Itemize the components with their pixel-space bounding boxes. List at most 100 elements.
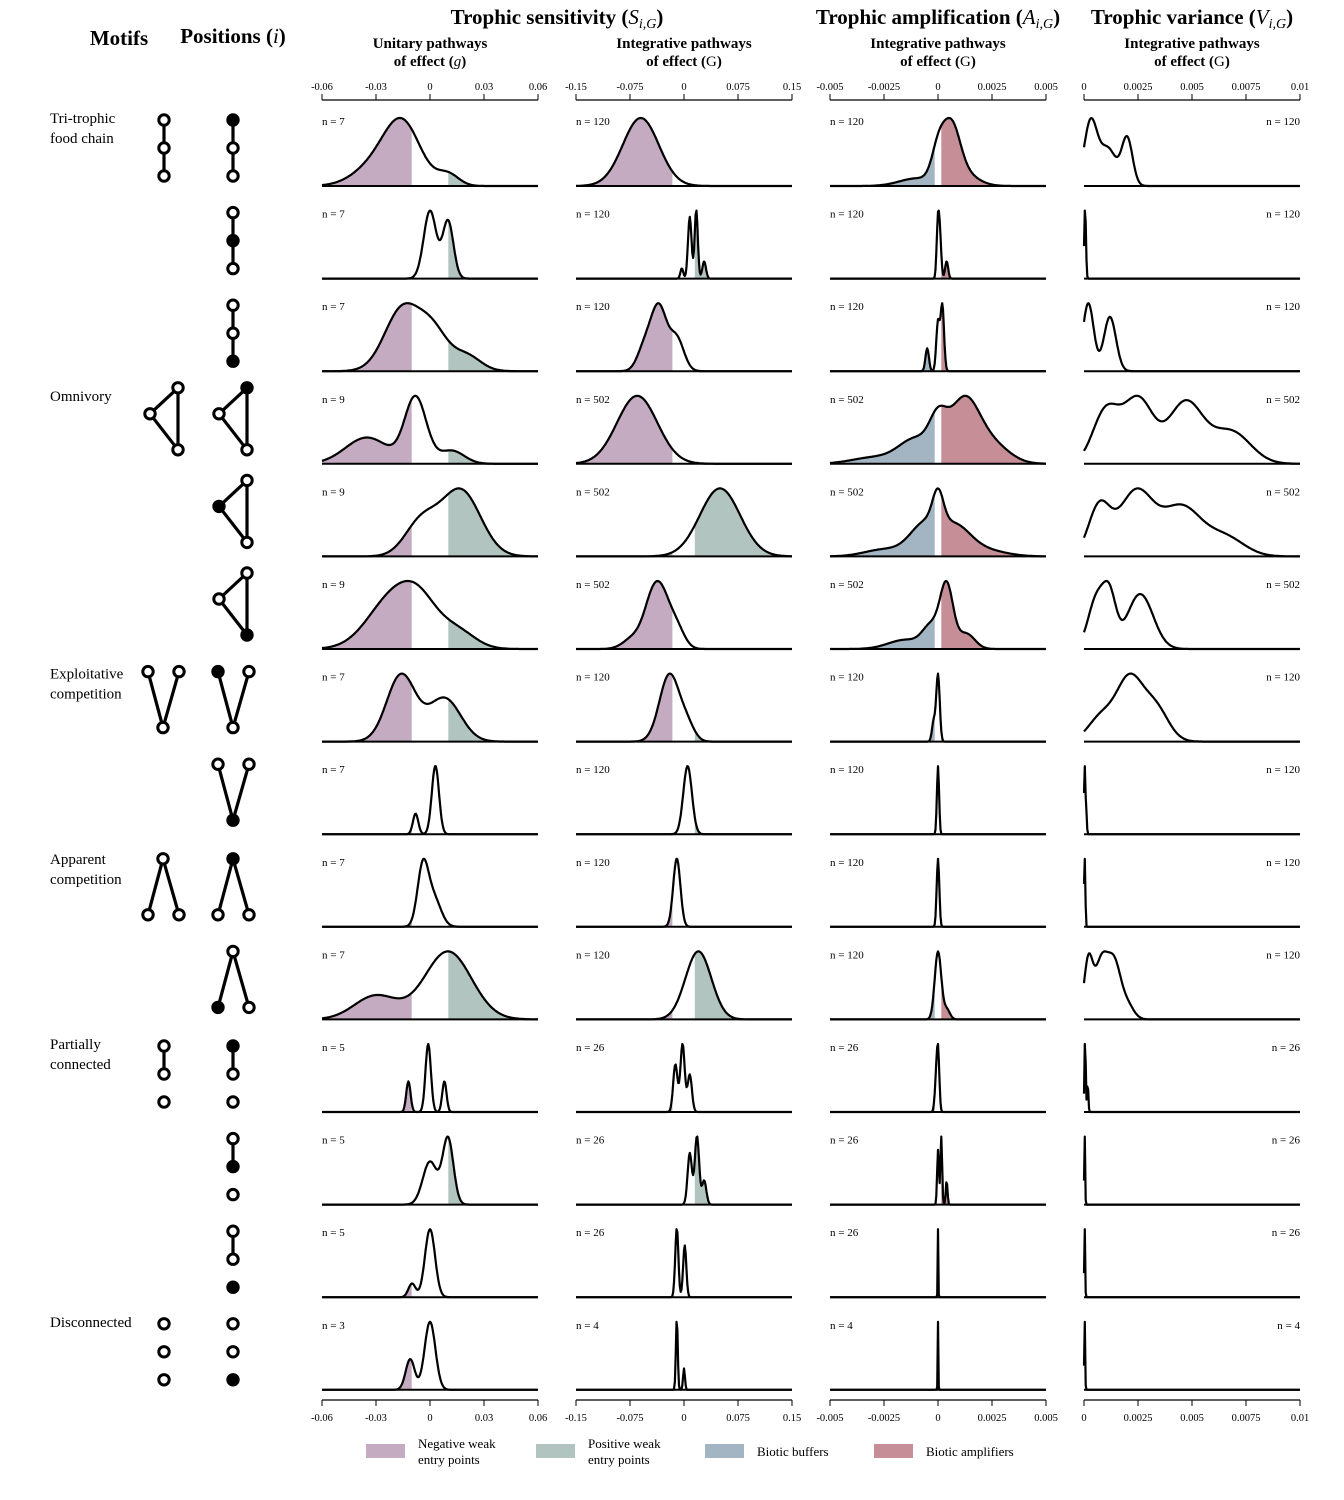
n-label: n = 502	[1266, 579, 1300, 591]
density-panel: n = 5	[321, 1227, 539, 1299]
density-panel: n = 5	[321, 1042, 539, 1114]
shaded-region	[694, 951, 792, 1020]
density-curve	[829, 1042, 1047, 1114]
density-curve	[829, 1320, 1047, 1391]
n-label: n = 120	[1266, 949, 1300, 961]
density-curve	[1082, 1320, 1301, 1391]
density-panel: n = 120	[829, 301, 1047, 373]
density-panel: n = 9	[321, 394, 539, 465]
density-panel: n = 120	[575, 116, 793, 188]
n-label: n = 120	[576, 764, 610, 776]
n-label: n = 502	[830, 486, 864, 498]
n-label: n = 120	[830, 116, 864, 128]
node-icon	[211, 908, 225, 922]
link-icon	[216, 763, 235, 821]
density-panel: n = 7	[321, 764, 539, 836]
shaded-region	[576, 581, 673, 649]
density-curve	[321, 857, 539, 928]
shaded-region	[694, 730, 792, 742]
density-curve	[321, 209, 539, 280]
shaded-region	[941, 976, 1046, 1020]
tick-label: 0.005	[1180, 82, 1204, 93]
n-label: n = 502	[830, 579, 864, 591]
shaded-region	[941, 1136, 1046, 1205]
node-icon	[226, 1252, 240, 1266]
tick-label: 0.0025	[1124, 82, 1153, 93]
density-curve	[575, 487, 793, 558]
shaded-region	[448, 340, 538, 372]
density-curve	[1083, 394, 1301, 465]
node-icon	[226, 1317, 240, 1331]
density-curve	[1082, 209, 1301, 280]
n-label: n = 120	[1266, 209, 1300, 221]
shaded-region	[941, 303, 1046, 372]
focal-node-icon	[226, 852, 240, 866]
density-curve	[575, 209, 793, 280]
link-icon	[217, 598, 249, 636]
node-icon	[240, 566, 254, 580]
tick-label: 0.06	[529, 1413, 547, 1424]
n-label: n = 120	[830, 672, 864, 684]
density-panel: n = 502	[829, 394, 1047, 465]
density-plots-layer: n = 7 n = 120 n = 120 n = 120 n = 7 n = 120 n …	[321, 116, 1301, 1391]
n-label: n = 5	[322, 1135, 345, 1147]
shaded-region	[576, 395, 673, 464]
shaded-region	[576, 303, 673, 372]
motif-label: food chain	[50, 131, 114, 147]
density-panel: n = 120	[1082, 116, 1300, 188]
density-panel: n = 120	[575, 764, 793, 836]
n-label: n = 120	[1266, 301, 1300, 313]
node-icon	[143, 407, 157, 421]
shaded-region	[448, 450, 538, 464]
node-icon	[157, 113, 171, 127]
focal-node-icon	[226, 1039, 240, 1053]
shaded-region	[694, 1136, 792, 1205]
svg-text:of effect (g): of effect (g)	[394, 54, 466, 70]
node-icon	[226, 1345, 240, 1359]
motif-label: Apparent	[50, 852, 107, 868]
tick-label: 0.15	[783, 82, 801, 93]
density-curve	[321, 672, 539, 743]
tick-label: -0.15	[565, 1413, 587, 1424]
tick-label: -0.03	[365, 1413, 387, 1424]
density-panel: n = 120	[829, 116, 1047, 188]
density-panel: n = 5	[321, 1135, 539, 1206]
density-curve	[1082, 487, 1301, 558]
panel-subtitle-integrative-amplification: Integrative pathways of effect (G)	[870, 36, 1006, 70]
n-label: n = 120	[576, 857, 610, 869]
svg-text:of effect (G): of effect (G)	[1154, 54, 1230, 70]
n-label: n = 3	[322, 1320, 345, 1332]
n-label: n = 120	[576, 301, 610, 313]
shaded-region	[830, 493, 935, 557]
n-label: n = 502	[1266, 486, 1300, 498]
focal-node-icon	[226, 1373, 240, 1387]
density-curve	[575, 1228, 793, 1299]
n-label: n = 120	[576, 672, 610, 684]
motif-label: connected	[50, 1057, 111, 1073]
density-curve	[829, 302, 1047, 373]
shaded-region	[448, 1136, 538, 1205]
motif-label: competition	[50, 687, 122, 703]
density-curve	[1083, 672, 1301, 743]
shaded-region	[322, 1283, 412, 1298]
shaded-region	[694, 210, 792, 279]
link-icon	[161, 671, 181, 729]
focal-node-icon	[226, 1159, 240, 1174]
n-label: n = 4	[830, 1320, 853, 1332]
tick-label: 0.01	[1291, 82, 1309, 93]
link-icon	[161, 858, 181, 916]
shaded-region	[830, 714, 935, 742]
density-panel: n = 120	[829, 764, 1047, 836]
density-curve	[829, 857, 1047, 928]
node-icon	[242, 757, 256, 771]
shaded-region	[576, 673, 673, 742]
density-curve	[829, 765, 1047, 836]
node-icon	[212, 407, 226, 421]
focal-node-icon	[211, 664, 225, 679]
density-panel: n = 120	[1082, 857, 1300, 928]
focal-node-icon	[226, 113, 240, 127]
tick-label: 0.0075	[1232, 82, 1261, 93]
focal-node-icon	[212, 499, 226, 514]
tick-label: 0	[1081, 1413, 1086, 1424]
